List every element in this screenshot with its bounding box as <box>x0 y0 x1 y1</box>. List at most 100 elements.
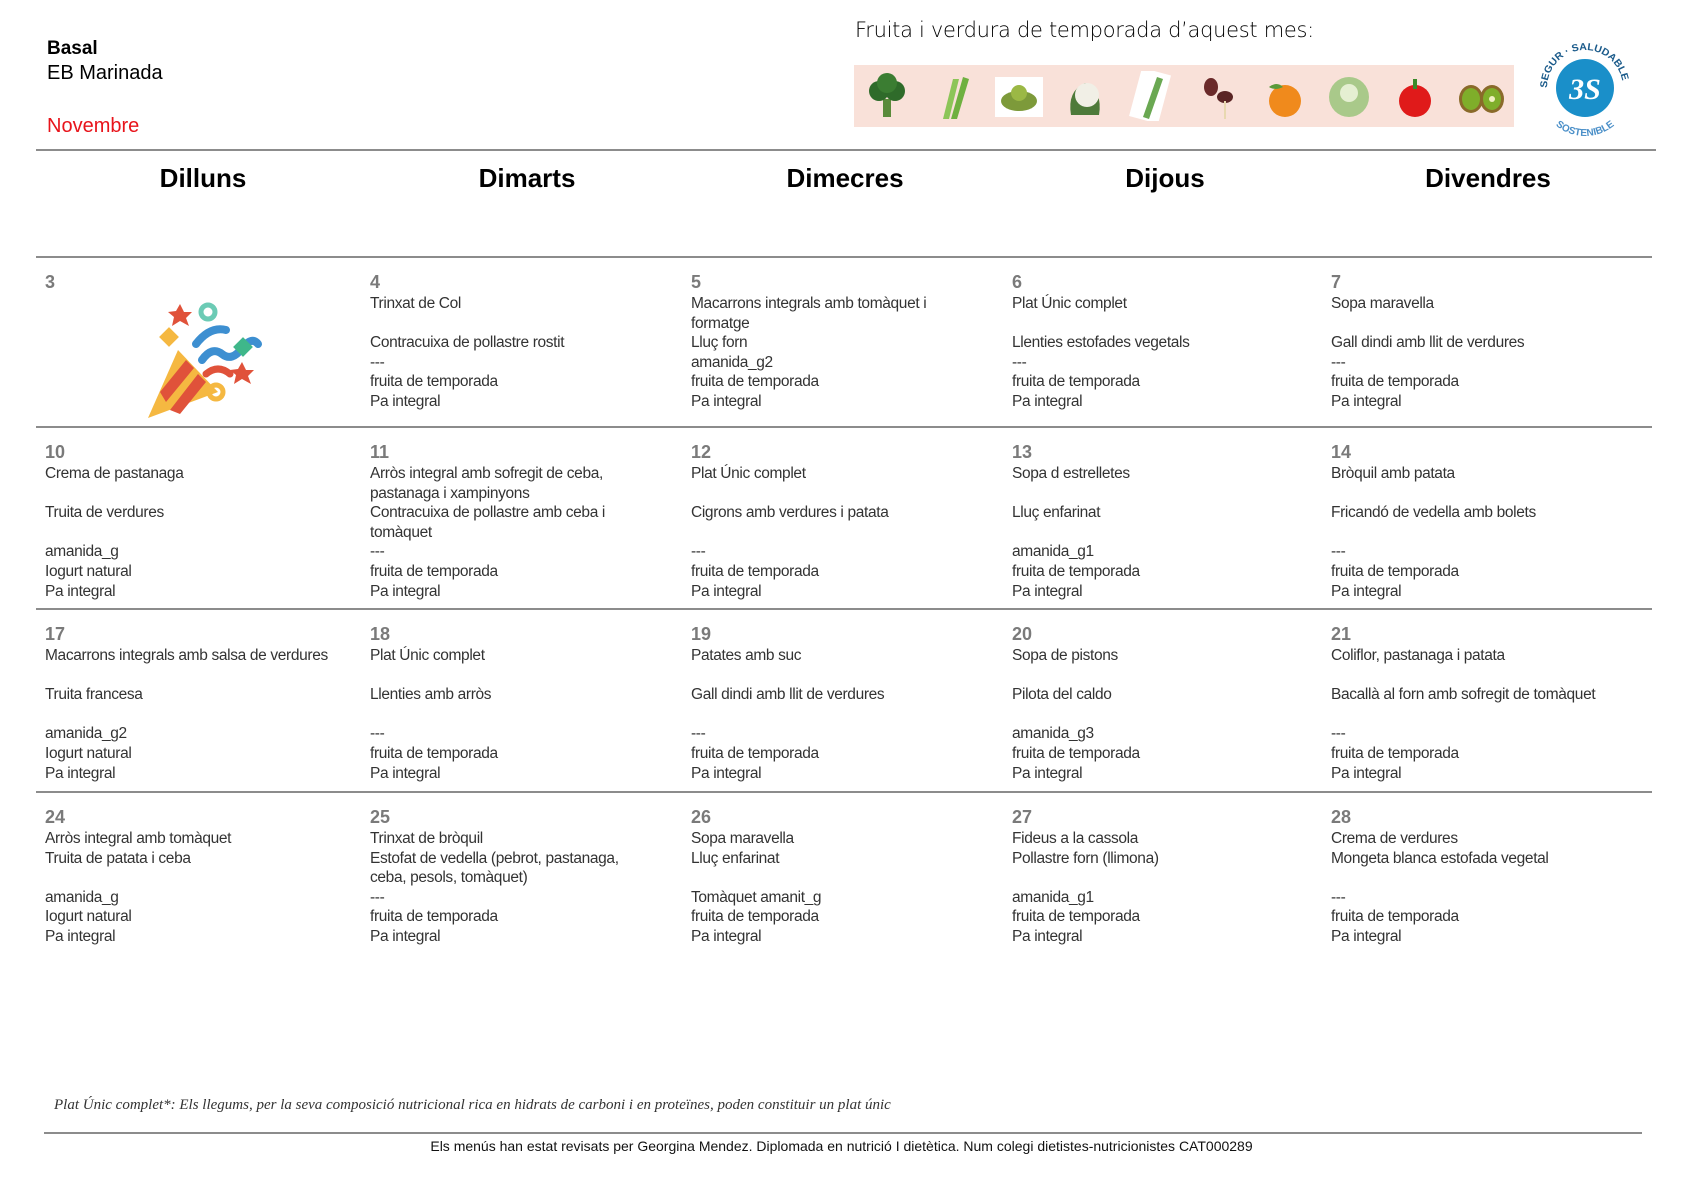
menu-line <box>1331 666 1643 686</box>
day-cell-25: 25 Trinxat de bròquil Estofat de vedella (… <box>370 805 682 947</box>
menu-line: amanida_g2 <box>45 725 127 743</box>
menu-line: Bròquil amb patata <box>1331 465 1455 482</box>
menu-line: Crema de pastanaga <box>45 465 184 482</box>
week-divider <box>36 608 1652 610</box>
menu-line: Fideus a la cassola <box>1012 830 1139 847</box>
menu-line: Coliflor, pastanaga i patata <box>1331 647 1505 664</box>
month-label: Novembre <box>47 115 140 137</box>
menu-line: Iogurt natural <box>45 744 132 762</box>
day-number: 13 <box>1012 442 1033 462</box>
menu-line: Sopa de pistons <box>1012 647 1118 664</box>
menu-line <box>370 314 682 334</box>
day-number: 18 <box>370 624 391 644</box>
menu-line: Contracuixa de pollastre rostit <box>370 334 565 352</box>
menu-line <box>1012 484 1324 504</box>
menu-line: Truita de patata i ceba <box>45 849 191 867</box>
menu-line: --- <box>1331 888 1346 906</box>
menu-line <box>691 868 1003 888</box>
menu-line: fruita de temporada <box>1331 373 1459 391</box>
menu-line: Pa integral <box>370 927 441 945</box>
menu-line: Pilota del caldo <box>1012 686 1112 704</box>
menu-line: fruita de temporada <box>1331 744 1459 762</box>
menu-line: Cigrons amb verdures i patata <box>691 504 889 522</box>
menu-line <box>45 666 357 686</box>
menu-line <box>45 705 357 725</box>
day-number: 6 <box>1012 272 1023 292</box>
day-cell-6: 6 Plat Únic complet Llenties estofades veg… <box>1012 270 1324 412</box>
day-cell-19: 19 Patates amb suc Gall dindi amb llit de … <box>691 622 1003 783</box>
day-cell-4: 4 Trinxat de Col Contracuixa de pollastre … <box>370 270 682 412</box>
day-number: 19 <box>691 624 712 644</box>
menu-line <box>45 484 357 504</box>
menu-line: fruita de temporada <box>370 744 498 762</box>
menu-line: amanida_g1 <box>1012 888 1094 906</box>
menu-line: --- <box>370 543 385 561</box>
menu-line <box>691 523 1003 543</box>
menu-line: Pa integral <box>370 582 441 600</box>
menu-line: Sopa d estrelletes <box>1012 465 1130 482</box>
menu-line: Llenties estofades vegetals <box>1012 334 1190 352</box>
day-number: 7 <box>1331 272 1342 292</box>
menu-line: fruita de temporada <box>370 373 498 391</box>
menu-line: Pa integral <box>1012 764 1083 782</box>
menu-line: Pa integral <box>45 927 116 945</box>
day-cell-3: 3 <box>45 270 357 294</box>
logo-bottom-text: SOSTENIBLE <box>1554 119 1617 139</box>
menu-line: Lluç enfarinat <box>691 849 780 867</box>
day-number: 27 <box>1012 807 1033 827</box>
menu-line: Pa integral <box>1012 392 1083 410</box>
menu-line: Pa integral <box>691 764 762 782</box>
day-cell-27: 27 Fideus a la cassola Pollastre forn (lli… <box>1012 805 1324 947</box>
menu-line: --- <box>1331 543 1346 561</box>
day-number: 26 <box>691 807 712 827</box>
menu-line: Pa integral <box>370 764 441 782</box>
day-cell-28: 28 Crema de verdures Mongeta blanca estofa… <box>1331 805 1643 947</box>
mushroom-icon <box>1204 78 1233 119</box>
menu-line: Bacallà al forn amb sofregit de tomàquet <box>1331 686 1596 704</box>
menu-line: Contracuixa de pollastre amb ceba i <box>370 504 606 522</box>
menu-line: Truita de verdures <box>45 504 164 522</box>
day-cell-18: 18 Plat Únic complet Llenties amb arròs ---… <box>370 622 682 783</box>
menu-line <box>1331 314 1643 334</box>
menu-line: amanida_g3 <box>1012 725 1094 743</box>
menu-line: Pa integral <box>1012 927 1083 945</box>
day-cell-5: 5 Macarrons integrals amb tomàquet i forma… <box>691 270 1003 412</box>
menu-line: Fricandó de vedella amb bolets <box>1331 504 1536 522</box>
kiwi-icon <box>1459 85 1504 113</box>
footnote: Plat Únic complet*: Els llegums, per la … <box>54 1097 891 1113</box>
menu-line: Trinxat de bròquil <box>370 830 483 847</box>
day-number: 12 <box>691 442 712 462</box>
menu-line: Pa integral <box>370 392 441 410</box>
day-cell-11: 11 Arròs integral amb sofregit de ceba, pa… <box>370 440 682 601</box>
menu-line: fruita de temporada <box>1012 562 1140 580</box>
menu-line: Pollastre forn (llimona) <box>1012 849 1159 867</box>
menu-line: Patates amb suc <box>691 647 802 664</box>
menu-line: fruita de temporada <box>691 744 819 762</box>
day-number: 10 <box>45 442 66 462</box>
menu-line: Lluç forn <box>691 334 748 352</box>
day-number: 11 <box>370 442 390 462</box>
menu-line <box>1331 484 1643 504</box>
day-number: 24 <box>45 807 66 827</box>
day-number: 21 <box>1331 624 1352 644</box>
day-cell-12: 12 Plat Únic complet Cigrons amb verdures … <box>691 440 1003 601</box>
day-cell-7: 7 Sopa maravella Gall dindi amb llit de ve… <box>1331 270 1643 412</box>
day-cell-20: 20 Sopa de pistons Pilota del caldo amanida… <box>1012 622 1324 783</box>
svg-text:SOSTENIBLE: SOSTENIBLE <box>1554 119 1617 139</box>
menu-line: fruita de temporada <box>1012 908 1140 926</box>
menu-line: Gall dindi amb llit de verdures <box>691 686 885 704</box>
cabbage-icon <box>1329 77 1369 117</box>
day-cell-24: 24 Arròs integral amb tomàquet Truita de p… <box>45 805 357 947</box>
day-cell-14: 14 Bròquil amb patata Fricandó de vedella … <box>1331 440 1643 601</box>
day-number: 3 <box>45 272 56 292</box>
weekday-dijous: Dijous <box>1125 163 1205 193</box>
seasonal-produce-strip <box>854 65 1514 127</box>
menu-line: Trinxat de Col <box>370 295 462 312</box>
day-number: 5 <box>691 272 702 292</box>
menu-line <box>691 484 1003 504</box>
menu-line <box>1331 523 1643 543</box>
day-number: 4 <box>370 272 381 292</box>
menu-line: Macarrons integrals amb salsa de verdure… <box>45 647 328 664</box>
menu-line: tomàquet <box>370 523 432 541</box>
week-divider <box>36 256 1652 258</box>
